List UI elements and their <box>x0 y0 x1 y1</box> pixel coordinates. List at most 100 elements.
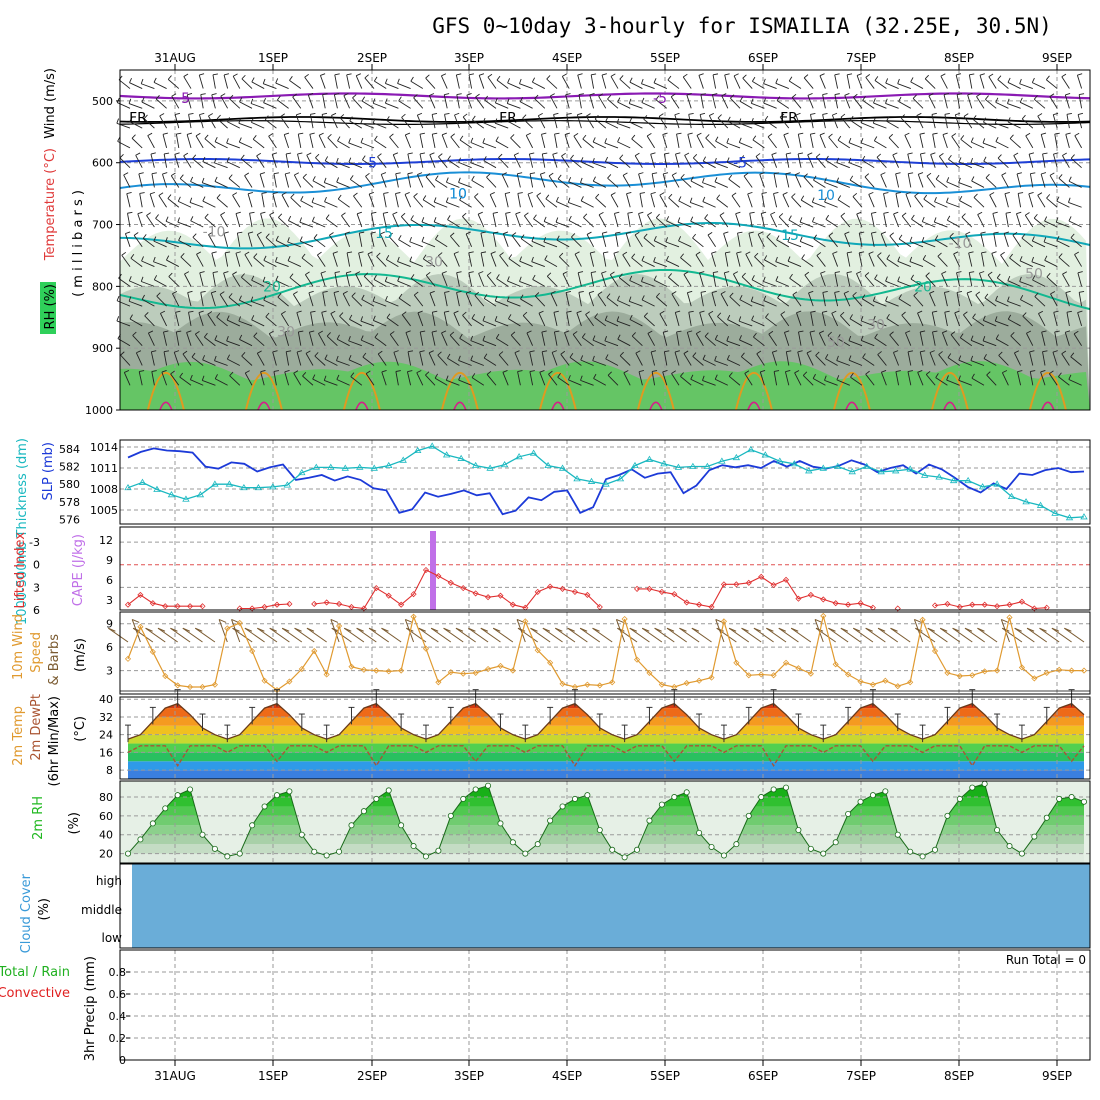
wind-barb <box>966 292 973 307</box>
wind-barb-flag <box>638 172 644 175</box>
wind-barb-flag <box>527 191 533 195</box>
wind-barb <box>382 213 387 228</box>
wind-barb <box>917 174 924 188</box>
wind-barb-flag <box>979 271 985 274</box>
wind-barb-flag <box>1061 350 1067 355</box>
thickness-marker <box>399 456 407 463</box>
surface-isotherm-hot <box>845 401 859 411</box>
wind-barb <box>895 193 900 208</box>
wind-barb-flag <box>121 251 127 256</box>
wind-barb <box>979 75 985 89</box>
wind-barb <box>909 261 924 268</box>
wind-barb-flag <box>526 132 531 136</box>
rh2m-marker <box>770 786 777 793</box>
wind-barb-flag <box>925 272 930 277</box>
rh2m-marker <box>211 845 218 852</box>
wind-barb-flag <box>1046 194 1051 199</box>
wind-barb <box>320 272 326 287</box>
wind-barb-flag <box>995 334 999 340</box>
wind-barb <box>577 74 582 89</box>
wind-barb-flag <box>668 273 672 278</box>
wind-barb-flag <box>322 93 328 96</box>
wind-barb-flag <box>733 73 739 77</box>
wind-barb <box>288 220 302 228</box>
wind-barb-flag <box>364 74 369 79</box>
wind-barb <box>930 154 936 168</box>
wind-barb-flag <box>730 94 735 99</box>
wind-barb-flag <box>848 137 852 143</box>
wind-barb-flag <box>714 334 718 340</box>
cloud-level-high: high <box>96 874 122 888</box>
wind-barb <box>219 294 228 307</box>
wind10m-barb <box>257 627 278 643</box>
wind-barb-flag <box>456 73 462 76</box>
wind-barb <box>471 377 485 386</box>
lifted-index-marker <box>646 585 653 592</box>
wind-barb <box>848 142 863 149</box>
wind-barb <box>948 158 960 169</box>
temp2m-band <box>128 734 1084 744</box>
wind-barb <box>372 300 387 307</box>
wind-barb-flag <box>980 231 986 234</box>
wind-barb <box>527 193 534 208</box>
wind-barb <box>385 82 399 89</box>
wind-barb-flag <box>519 97 523 102</box>
panel-frame-slp <box>119 439 1091 525</box>
wind-barb-flag <box>726 354 730 360</box>
wind-barb-flag <box>1049 93 1055 97</box>
rh2m-marker <box>348 822 355 829</box>
wind-barb <box>1025 135 1034 149</box>
wind-barb-flag <box>474 291 479 296</box>
wind-barb-flag <box>752 135 757 141</box>
slp-tick-label: 1014 <box>90 441 118 454</box>
wind-barb <box>763 281 777 287</box>
wind10m-barb <box>517 627 539 643</box>
wind-barb-flag <box>132 331 137 336</box>
wind10m-marker <box>807 670 814 677</box>
wind-barb-flag <box>417 310 423 314</box>
wind-barb <box>226 161 240 169</box>
wind-barb-flag <box>972 313 976 319</box>
wind-barb-flag <box>369 191 375 195</box>
wind10m-marker <box>187 683 194 691</box>
wind-barb <box>683 353 692 366</box>
wind-barb <box>886 120 899 129</box>
wind-barb <box>199 114 204 129</box>
wind-barb <box>580 379 594 386</box>
wind-barb <box>610 194 619 208</box>
wind-barb-flag <box>444 93 450 96</box>
wind-barb <box>785 153 790 168</box>
wind-barb-flag <box>175 112 181 116</box>
wind-barb-flag <box>188 113 194 115</box>
wind-barb <box>690 378 704 386</box>
lifted-index-marker <box>286 600 293 608</box>
wind-barb-flag <box>456 271 462 274</box>
wind10m-grid <box>120 612 1090 694</box>
wind-barb-flag <box>946 197 949 203</box>
thickness-marker <box>877 468 885 475</box>
wind-barb-flag <box>753 332 757 338</box>
wind-barb-flag <box>934 235 939 241</box>
wind-barb-flag <box>982 315 986 321</box>
wind-barb <box>526 332 534 346</box>
wind-barb-flag <box>770 211 776 215</box>
wind10m-barb <box>418 627 439 643</box>
temp2m-band <box>128 761 1084 771</box>
wind10m-barb-flag <box>294 627 302 632</box>
thickness-marker <box>240 483 248 491</box>
wind-barb <box>944 312 948 327</box>
wind-barb <box>304 77 314 89</box>
wind-barb <box>336 181 350 188</box>
wind-barb <box>367 253 375 267</box>
wind-barb-flag <box>650 152 656 155</box>
wind-barb-flag <box>799 217 803 223</box>
wind-barb <box>241 78 253 89</box>
wind-barb-flag <box>707 231 713 236</box>
wind-barb-flag <box>926 172 932 177</box>
wind-barb-flag <box>505 211 511 214</box>
wind-barb-flag <box>850 372 854 378</box>
wind-barb-flag <box>1030 370 1036 372</box>
wind-barb-flag <box>934 196 937 202</box>
wind-barb <box>163 331 168 346</box>
wind-barb <box>336 360 350 366</box>
